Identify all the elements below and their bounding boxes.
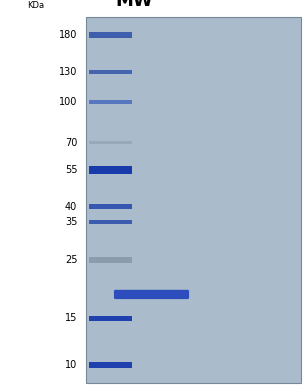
Text: 100: 100 — [59, 97, 77, 107]
Bar — [89, 361, 132, 368]
Bar — [89, 316, 132, 321]
Bar — [89, 166, 132, 175]
Bar — [89, 141, 132, 144]
Text: MW: MW — [115, 0, 153, 10]
Text: 15: 15 — [65, 313, 77, 324]
Bar — [89, 220, 132, 224]
Bar — [86, 17, 301, 383]
Text: 40: 40 — [65, 202, 77, 212]
Bar — [89, 31, 132, 38]
Text: 35: 35 — [65, 217, 77, 227]
Bar — [89, 100, 132, 104]
Text: 25: 25 — [65, 255, 77, 265]
Text: 10: 10 — [65, 360, 77, 370]
Text: 180: 180 — [59, 30, 77, 40]
Text: KDa: KDa — [27, 1, 45, 10]
Text: 55: 55 — [65, 165, 77, 175]
Bar — [89, 257, 132, 263]
Text: 70: 70 — [65, 138, 77, 148]
FancyBboxPatch shape — [114, 290, 189, 299]
Bar — [89, 204, 132, 209]
Text: 130: 130 — [59, 67, 77, 77]
Bar — [89, 70, 132, 74]
